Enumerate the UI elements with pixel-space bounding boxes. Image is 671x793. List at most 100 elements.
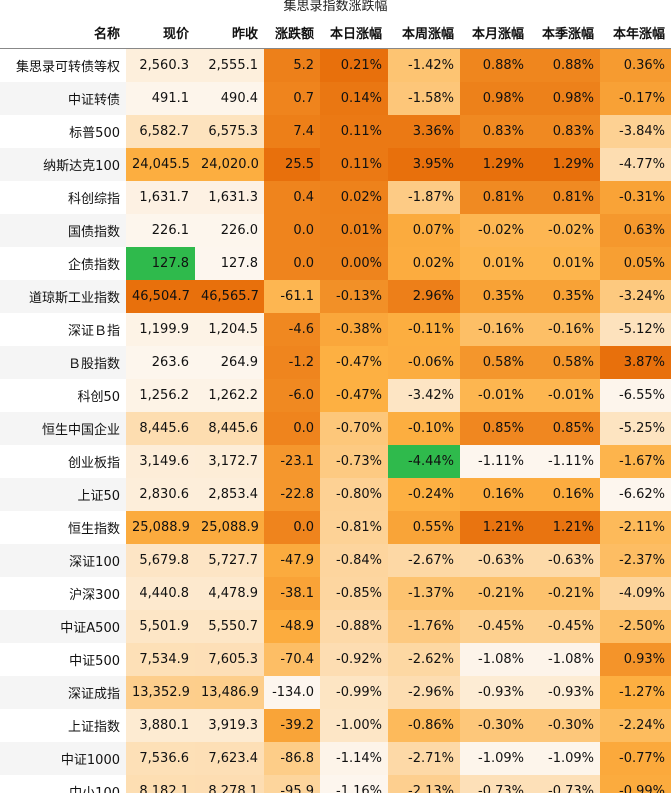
table-row: 中证转债 491.1 490.4 0.7 0.14% -1.58% 0.98% 0.98% -0… xyxy=(0,82,671,115)
index-name: 国债指数 xyxy=(0,214,126,247)
table-row: 企债指数 127.8 127.8 0.0 0.00% 0.02% 0.01% 0.01% 0.0… xyxy=(0,247,671,280)
cell: 0.36% xyxy=(600,48,671,82)
cell: -0.86% xyxy=(388,709,460,742)
cell: -0.02% xyxy=(530,214,600,247)
cell: 7.4 xyxy=(264,115,320,148)
index-name: 中证A500 xyxy=(0,610,126,643)
cell: 13,352.9 xyxy=(126,676,195,709)
cell: -2.50% xyxy=(600,610,671,643)
cell: -1.42% xyxy=(388,48,460,82)
cell: -0.99% xyxy=(320,676,388,709)
column-header: 昨收 xyxy=(195,16,264,49)
cell: 491.1 xyxy=(126,82,195,115)
cell: -2.67% xyxy=(388,544,460,577)
cell: 0.58% xyxy=(460,346,530,379)
cell: -48.9 xyxy=(264,610,320,643)
cell: -0.88% xyxy=(320,610,388,643)
cell: -0.31% xyxy=(600,181,671,214)
cell: -0.47% xyxy=(320,346,388,379)
cell: -0.92% xyxy=(320,643,388,676)
cell: 3.36% xyxy=(388,115,460,148)
index-name: 集思录可转债等权 xyxy=(15,60,120,75)
cell: -2.24% xyxy=(600,709,671,742)
index-name: 科创50 xyxy=(77,390,120,405)
cell: -5.25% xyxy=(600,412,671,445)
cell: -0.73% xyxy=(460,775,530,793)
index-name: 中证1000 xyxy=(0,742,126,775)
cell: 25,088.9 xyxy=(126,511,195,544)
cell: 0.16% xyxy=(530,478,600,511)
cell: 0.16% xyxy=(460,478,530,511)
cell: -0.30% xyxy=(530,709,600,742)
cell: 8,278.1 xyxy=(195,775,264,793)
cell: -4.44% xyxy=(388,445,460,478)
table-body: 集思录可转债等权 2,560.3 2,555.1 5.2 0.21% -1.42% 0.88… xyxy=(0,48,671,793)
cell: 1,262.2 xyxy=(195,379,264,412)
index-name: 深证100 xyxy=(0,544,126,577)
index-name: 标普500 xyxy=(69,126,120,141)
cell: -1.09% xyxy=(530,742,600,775)
cell: 0.0 xyxy=(264,247,320,280)
cell: -86.8 xyxy=(264,742,320,775)
cell: -0.11% xyxy=(388,313,460,346)
cell: 3,172.7 xyxy=(195,445,264,478)
cell: -1.11% xyxy=(530,445,600,478)
table-row: 中证A500 5,501.9 5,550.7 -48.9 -0.88% -1.76% -0.… xyxy=(0,610,671,643)
cell: 0.55% xyxy=(388,511,460,544)
index-name: 企债指数 xyxy=(67,258,120,273)
cell: 0.00% xyxy=(320,247,388,280)
cell: -2.71% xyxy=(388,742,460,775)
cell: -1.87% xyxy=(388,181,460,214)
cell: -47.9 xyxy=(264,544,320,577)
cell: -95.9 xyxy=(264,775,320,793)
title: 集思录指数涨跌幅 xyxy=(283,0,388,14)
cell: -4.77% xyxy=(600,148,671,181)
table-row: 科创综指 1,631.7 1,631.3 0.4 0.02% -1.87% 0.81% 0.8… xyxy=(0,181,671,214)
cell: 24,045.5 xyxy=(126,148,195,181)
cell: 1,199.9 xyxy=(126,313,195,346)
table-row: 上证50 2,830.6 2,853.4 -22.8 -0.80% -0.24% 0.16%… xyxy=(0,478,671,511)
cell: 0.14% xyxy=(320,82,388,115)
table-row: 集思录可转债等权 2,560.3 2,555.1 5.2 0.21% -1.42% 0.88… xyxy=(0,48,671,82)
cell: -0.85% xyxy=(320,577,388,610)
column-header: 本月涨幅 xyxy=(460,16,530,49)
cell: -1.76% xyxy=(388,610,460,643)
cell: -0.16% xyxy=(530,313,600,346)
cell: 0.11% xyxy=(320,115,388,148)
cell: -22.8 xyxy=(264,478,320,511)
table-row: 中证500 7,534.9 7,605.3 -70.4 -0.92% -2.62% -1.0… xyxy=(0,643,671,676)
cell: 3,149.6 xyxy=(126,445,195,478)
cell: 2,830.6 xyxy=(126,478,195,511)
cell: 226.0 xyxy=(195,214,264,247)
cell: -61.1 xyxy=(264,280,320,313)
table-row: 沪深300 4,440.8 4,478.9 -38.1 -0.85% -1.37% -0.2… xyxy=(0,577,671,610)
cell: -2.11% xyxy=(600,511,671,544)
cell: 264.9 xyxy=(195,346,264,379)
cell: -3.24% xyxy=(600,280,671,313)
cell: -0.73% xyxy=(320,445,388,478)
cell: 0.85% xyxy=(460,412,530,445)
cell: 4,478.9 xyxy=(195,577,264,610)
index-name: 创业板指 xyxy=(67,456,120,471)
table-row: 深证100 5,679.8 5,727.7 -47.9 -0.84% -2.67% -0.6… xyxy=(0,544,671,577)
cell: -1.58% xyxy=(388,82,460,115)
cell: 7,534.9 xyxy=(126,643,195,676)
cell: 6,582.7 xyxy=(126,115,195,148)
cell: -0.10% xyxy=(388,412,460,445)
index-name: 纳斯达克100 xyxy=(0,148,126,181)
cell: -23.1 xyxy=(264,445,320,478)
cell: 0.88% xyxy=(530,48,600,82)
cell: -6.0 xyxy=(264,379,320,412)
cell: -0.70% xyxy=(320,412,388,445)
cell: 0.35% xyxy=(460,280,530,313)
cell: -0.63% xyxy=(530,544,600,577)
cell: 0.02% xyxy=(320,181,388,214)
cell: -0.13% xyxy=(320,280,388,313)
cell: -38.1 xyxy=(264,577,320,610)
cell: -0.38% xyxy=(320,313,388,346)
cell: 0.83% xyxy=(460,115,530,148)
cell: -5.12% xyxy=(600,313,671,346)
cell: 2.96% xyxy=(388,280,460,313)
column-header: 本年涨幅 xyxy=(600,16,671,49)
table-row: 深证成指 13,352.9 13,486.9 -134.0 -0.99% -2.96% -0… xyxy=(0,676,671,709)
